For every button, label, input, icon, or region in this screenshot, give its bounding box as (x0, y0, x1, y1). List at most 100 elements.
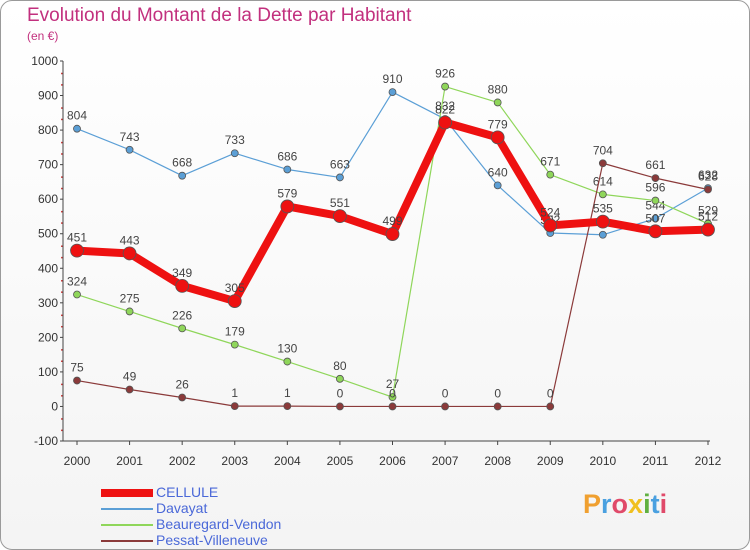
y-minor-tick (61, 429, 63, 432)
data-point-pessat-villeneuve (493, 402, 502, 411)
data-label-beauregard-vendon: 275 (120, 291, 140, 305)
data-label-cellule: 779 (488, 117, 508, 131)
y-tick-label: 0 (51, 399, 58, 413)
data-point-davayat (598, 230, 607, 239)
data-point-cellule (333, 209, 347, 224)
y-tick-label: 200 (38, 330, 58, 344)
y-minor-tick (61, 153, 63, 155)
data-point-cellule (490, 130, 505, 145)
legend-label: Pessat-Villeneuve (156, 532, 268, 548)
y-tick-label: 1000 (31, 54, 58, 68)
data-point-davayat (125, 145, 134, 154)
y-minor-tick (61, 349, 63, 351)
legend-swatch (101, 489, 153, 497)
data-label-beauregard-vendon: 596 (645, 181, 665, 195)
y-tick-label: 100 (38, 365, 58, 379)
data-label-cellule: 349 (172, 266, 192, 280)
data-label-pessat-villeneuve: 1 (284, 386, 291, 400)
y-tick-label: 500 (38, 227, 58, 241)
data-point-pessat-villeneuve (125, 385, 134, 394)
data-point-cellule (280, 199, 295, 214)
y-tick-label: 600 (38, 192, 58, 206)
y-minor-tick (61, 314, 63, 317)
data-label-cellule: 443 (120, 233, 140, 247)
x-tick-label: 2010 (589, 454, 616, 468)
x-tick-label: 2006 (379, 454, 406, 468)
legend-swatch (101, 508, 153, 510)
data-label-beauregard-vendon: 671 (540, 155, 560, 169)
data-label-cellule: 822 (435, 102, 455, 116)
data-point-beauregard-vendon (651, 196, 660, 205)
y-minor-tick (61, 280, 63, 282)
data-point-cellule (122, 246, 137, 261)
data-point-davayat (73, 124, 81, 133)
data-label-pessat-villeneuve: 0 (442, 386, 449, 400)
legend-item-cellule: CELLULE (101, 484, 361, 501)
logo-letter: x (628, 489, 644, 519)
series-line-pessat-villeneuve (76, 162, 709, 408)
data-point-cellule (175, 278, 190, 293)
legend-item-davayat: Davayat (101, 500, 361, 517)
data-point-pessat-villeneuve (73, 376, 81, 385)
x-tick-label: 2005 (327, 454, 354, 468)
data-point-cellule (595, 214, 610, 229)
data-point-davayat (230, 149, 239, 158)
x-tick-label: 2012 (695, 454, 722, 468)
data-point-davayat (283, 165, 292, 174)
data-label-davayat: 544 (645, 199, 665, 213)
data-label-davayat: 663 (330, 157, 350, 171)
data-label-davayat: 640 (488, 165, 508, 179)
data-label-beauregard-vendon: 80 (333, 359, 347, 373)
data-label-davayat: 804 (67, 109, 87, 123)
series-line-beauregard-vendon (76, 85, 709, 398)
data-point-davayat (388, 88, 397, 96)
data-point-pessat-villeneuve (336, 402, 344, 411)
data-point-pessat-villeneuve (178, 393, 187, 402)
data-point-davayat (336, 173, 344, 182)
x-tick-label: 2001 (116, 454, 143, 468)
x-tick-label: 2002 (169, 454, 196, 468)
y-minor-tick (61, 360, 63, 363)
data-label-pessat-villeneuve: 661 (645, 158, 665, 172)
y-tick-label: 800 (38, 123, 58, 137)
data-point-beauregard-vendon (230, 340, 239, 349)
legend-item-pessat-villeneuve: Pessat-Villeneuve (101, 532, 361, 549)
data-point-beauregard-vendon (598, 190, 607, 199)
x-tick-label: 2007 (432, 454, 459, 468)
y-tick-label: 700 (38, 158, 58, 172)
y-minor-tick (61, 291, 63, 293)
chart-title: Evolution du Montant de la Dette par Hab… (27, 5, 412, 26)
data-label-pessat-villeneuve: 0 (337, 386, 344, 400)
y-tick-label: 400 (38, 261, 58, 275)
data-label-pessat-villeneuve: 49 (123, 370, 137, 384)
data-label-pessat-villeneuve: 1 (231, 386, 238, 400)
data-label-cellule: 305 (225, 281, 245, 295)
data-label-pessat-villeneuve: 704 (593, 143, 613, 157)
data-label-cellule: 512 (698, 210, 718, 224)
data-point-beauregard-vendon (178, 324, 187, 333)
data-label-davayat: 668 (172, 156, 192, 170)
legend-label: CELLULE (156, 484, 219, 500)
data-point-cellule (701, 222, 715, 237)
legend-swatch (101, 540, 153, 542)
y-minor-tick (61, 72, 63, 75)
data-label-beauregard-vendon: 27 (386, 377, 400, 391)
data-point-beauregard-vendon (441, 82, 449, 91)
data-label-beauregard-vendon: 926 (435, 67, 455, 81)
data-label-cellule: 551 (330, 196, 350, 210)
x-tick-label: 2003 (221, 454, 248, 468)
chart-legend: CELLULE Davayat Beauregard-Vendon Pessat-Vi… (101, 484, 361, 549)
logo-letter: o (611, 489, 629, 519)
data-label-beauregard-vendon: 179 (225, 325, 245, 339)
y-minor-tick (61, 256, 63, 259)
data-label-pessat-villeneuve: 0 (547, 386, 554, 400)
data-point-pessat-villeneuve (230, 402, 239, 411)
proxiti-logo: Proxiti (583, 489, 667, 520)
data-label-cellule: 579 (277, 186, 297, 200)
data-label-pessat-villeneuve: 0 (389, 386, 396, 400)
data-label-beauregard-vendon: 226 (172, 308, 192, 322)
data-label-pessat-villeneuve: 26 (175, 377, 189, 391)
data-label-beauregard-vendon: 880 (488, 82, 508, 96)
data-label-beauregard-vendon: 130 (277, 342, 297, 356)
